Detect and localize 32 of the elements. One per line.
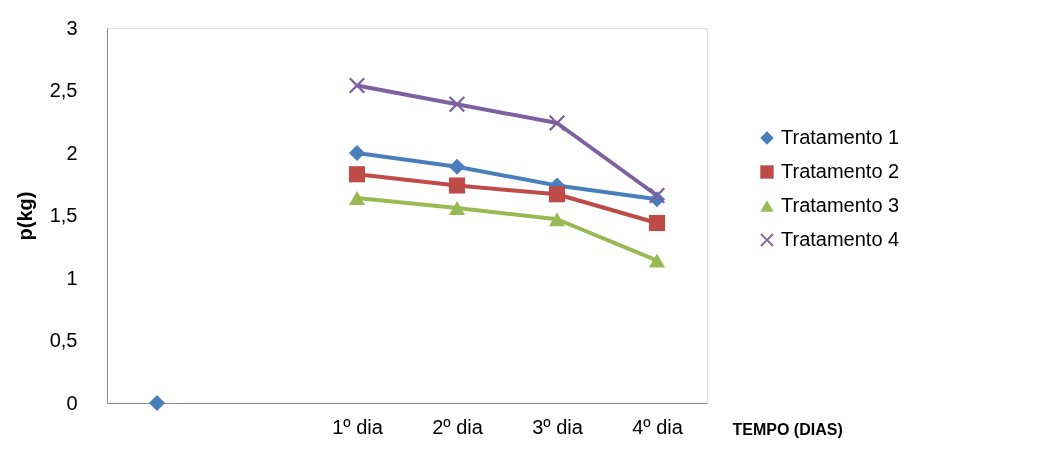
x-tick-label: 3º dia [532, 415, 584, 438]
legend-label: Tratamento 4 [781, 228, 900, 250]
y-tick-label: 1,5 [49, 204, 78, 226]
point [348, 166, 366, 183]
y-tick-label: 0 [66, 391, 78, 414]
y-tick-label: 2 [66, 141, 78, 164]
point [548, 212, 566, 227]
point [148, 394, 166, 412]
point [348, 191, 366, 205]
point [348, 144, 366, 162]
point [548, 186, 566, 203]
legend-label: Tratamento 3 [781, 194, 900, 216]
y-tick-label: 0,5 [49, 329, 78, 351]
point [448, 158, 466, 175]
y-axis-title: p(kg) [13, 191, 36, 241]
point [448, 177, 466, 194]
y-tick-label: 2,5 [49, 79, 78, 101]
point [648, 187, 666, 204]
y-tick-label: 3 [66, 16, 78, 39]
point [448, 96, 466, 113]
x-tick-label: 1º dia [332, 415, 384, 438]
point [648, 214, 666, 232]
legend-label: Tratamento 1 [781, 126, 900, 148]
point [448, 201, 466, 215]
x-tick-label: 2º dia [432, 415, 484, 438]
x-tick-label: 4º dia [632, 415, 684, 438]
point [548, 114, 566, 132]
legend-label: Tratamento 2 [781, 160, 900, 182]
point [648, 253, 666, 268]
point [348, 77, 366, 94]
y-tick-label: 1 [66, 266, 78, 289]
x-axis-title: TEMPO (DIAS) [732, 420, 843, 438]
